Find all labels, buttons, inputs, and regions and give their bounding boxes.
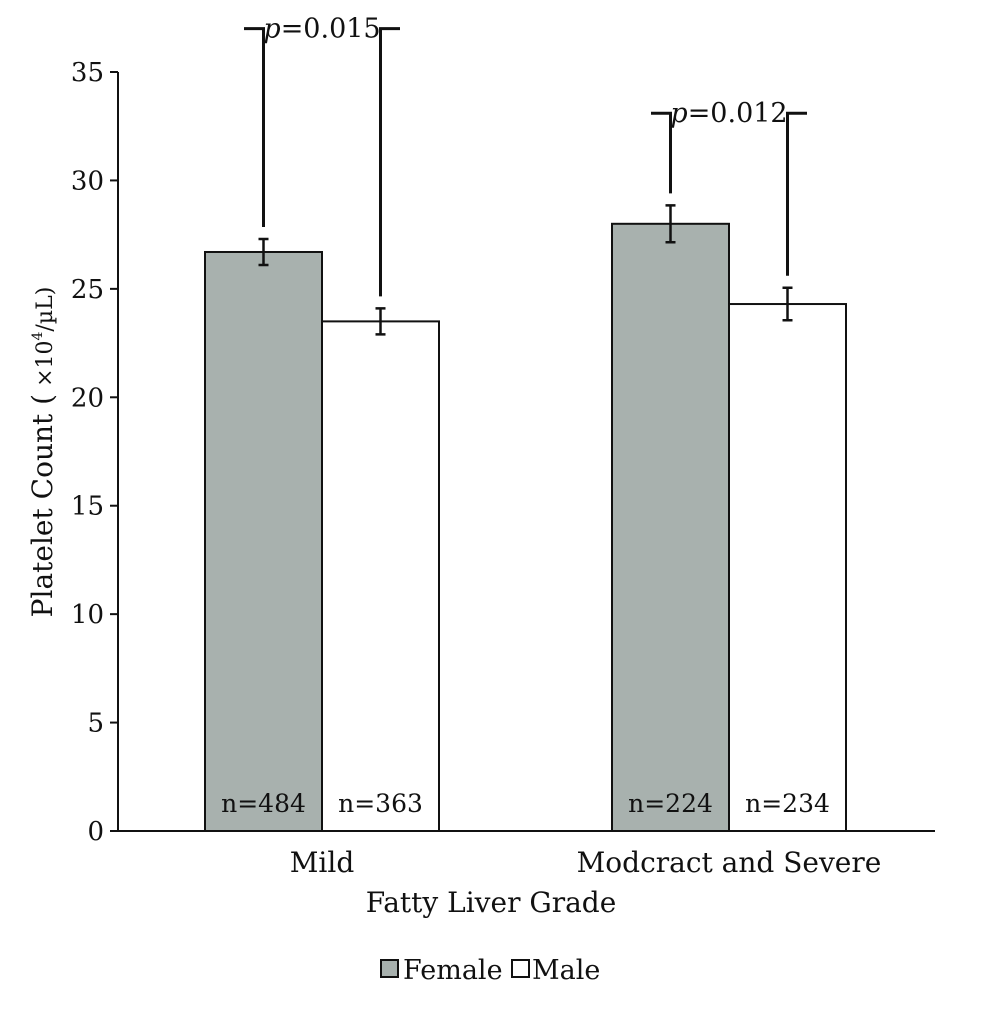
y-axis-title: Platelet Count ( ×104/µL) <box>26 287 59 618</box>
y-axis-title-unit-base: ×10 <box>33 340 58 393</box>
legend-swatch-male <box>511 959 530 978</box>
y-axis-ticks: 0 5 10 15 20 25 30 35 <box>71 58 118 847</box>
p-value-label-1: p=0.015 <box>263 14 380 45</box>
comparison-bracket-right-1 <box>379 27 400 297</box>
y-axis-title-unit-exponent: 4 <box>30 331 46 340</box>
p-value: =0.015 <box>281 14 381 45</box>
p-value-label-2: p=0.012 <box>670 98 787 129</box>
comparison-bracket-right-2 <box>786 111 807 276</box>
n-label-male-1: n=363 <box>338 789 423 818</box>
y-tick-label-10: 10 <box>71 600 104 630</box>
comparison-bracket-left-2 <box>651 111 672 194</box>
error-bar-male-2 <box>782 286 793 322</box>
x-axis-title: Fatty Liver Grade <box>366 886 617 919</box>
x-category-label-1: Mild <box>290 846 355 879</box>
p-value: =0.012 <box>688 98 788 129</box>
bar-female-1 <box>204 250 323 832</box>
y-tick-label-25: 25 <box>71 275 104 305</box>
p-symbol: p <box>263 14 280 45</box>
y-axis-title-main: Platelet Count ( <box>26 394 59 617</box>
n-label-male-2: n=234 <box>745 789 830 818</box>
x-category-label-2: Modcract and Severe <box>577 846 882 879</box>
y-tick-label-0: 0 <box>87 817 104 847</box>
y-tick-label-5: 5 <box>87 709 104 739</box>
y-tick-label-15: 15 <box>71 492 104 522</box>
legend-label-female: Female <box>403 955 503 986</box>
y-tick-label-30: 30 <box>71 166 104 196</box>
y-axis-title-unit-rest: /µL) <box>33 287 58 332</box>
error-bar-female-1 <box>258 237 269 267</box>
error-bar-male-1 <box>375 307 386 336</box>
bars-group <box>204 222 847 833</box>
y-tick-label-20: 20 <box>71 383 104 413</box>
error-bar-female-2 <box>665 204 676 244</box>
bar-male-2 <box>728 303 847 832</box>
y-tick-label-35: 35 <box>71 58 104 88</box>
comparison-bracket-left-1 <box>244 27 265 227</box>
legend: Female Male <box>380 955 600 986</box>
p-symbol: p <box>670 98 687 129</box>
bar-male-1 <box>321 320 440 832</box>
legend-swatch-female <box>380 959 399 978</box>
error-bars-group <box>258 204 793 336</box>
n-label-female-1: n=484 <box>221 789 306 818</box>
legend-label-male: Male <box>532 955 600 986</box>
x-axis-category-labels: Mild Modcract and Severe <box>290 846 882 879</box>
bar-female-2 <box>611 222 730 833</box>
sample-size-labels: n=484 n=224 n=363 n=234 <box>221 789 830 818</box>
n-label-female-2: n=224 <box>628 789 713 818</box>
